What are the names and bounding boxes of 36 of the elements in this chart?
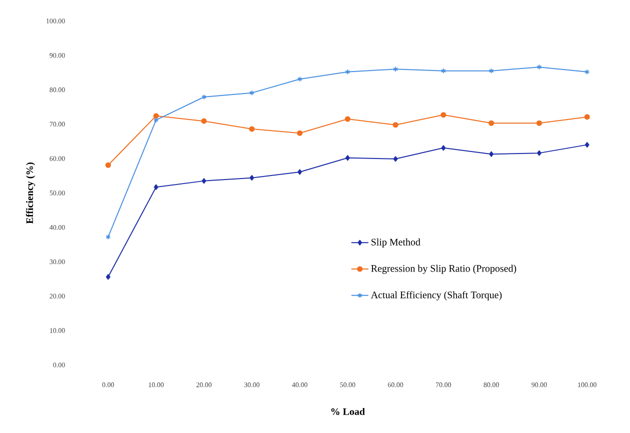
point <box>489 151 494 157</box>
legend-label: Regression by Slip Ratio (Proposed) <box>371 264 516 274</box>
point <box>106 274 110 280</box>
point <box>153 113 159 119</box>
point <box>440 68 446 74</box>
point <box>584 142 590 148</box>
point <box>297 76 302 82</box>
x-axis-title: % Load <box>331 408 365 416</box>
point <box>441 145 446 151</box>
point <box>536 120 542 126</box>
point <box>488 68 494 74</box>
point <box>393 66 398 72</box>
point <box>154 117 159 123</box>
point <box>393 156 398 162</box>
point <box>298 169 302 175</box>
point <box>488 120 494 126</box>
point <box>584 114 590 120</box>
point <box>440 112 446 118</box>
legend-label: Actual Efficiency (Shaft Torque) <box>370 291 502 300</box>
point <box>536 64 542 70</box>
point <box>392 122 398 128</box>
point <box>536 150 542 156</box>
point <box>345 155 350 161</box>
point <box>201 118 207 124</box>
point <box>345 69 350 75</box>
point <box>154 184 158 190</box>
point <box>344 116 350 122</box>
point <box>201 94 206 100</box>
point <box>202 178 206 184</box>
point <box>249 126 255 132</box>
legend-label: Slip Method <box>372 238 420 248</box>
point <box>249 90 254 96</box>
y-axis-title: Efficiency (%) <box>26 162 36 224</box>
point <box>250 175 254 181</box>
point <box>296 130 303 136</box>
point <box>105 162 111 168</box>
